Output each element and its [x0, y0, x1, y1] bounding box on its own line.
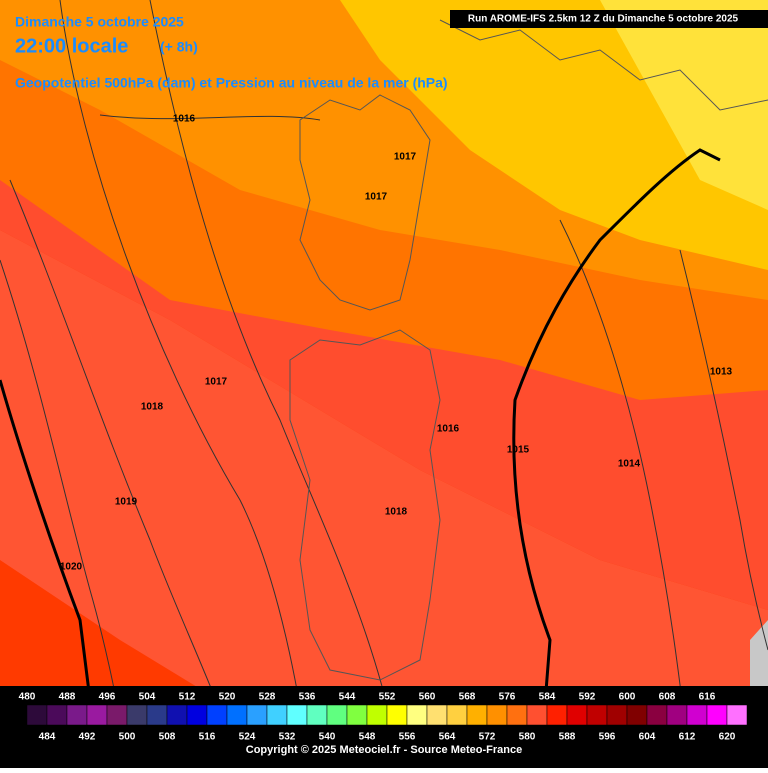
borders — [0, 148, 721, 769]
scale-label: 592 — [579, 692, 596, 703]
scale-label: 580 — [519, 732, 536, 743]
copyright: Copyright © 2025 Meteociel.fr - Source M… — [246, 744, 522, 756]
isobar-label: 1014 — [618, 459, 641, 470]
scale-swatch — [526, 704, 548, 726]
scale-swatch — [246, 704, 268, 726]
scale-label: 492 — [79, 732, 96, 743]
offset: (+ 8h) — [160, 39, 198, 55]
isobar-label: 1013 — [710, 367, 733, 378]
scale-swatch — [106, 704, 128, 726]
scale-swatch — [286, 704, 308, 726]
scale-label: 544 — [339, 692, 356, 703]
scale-swatch — [726, 704, 748, 726]
scale-label: 564 — [439, 732, 456, 743]
time: 22:00 locale — [15, 35, 128, 57]
scale-label: 620 — [719, 732, 736, 743]
scale-swatch — [466, 704, 488, 726]
isobar-label: 1020 — [60, 562, 83, 573]
scale-label: 504 — [139, 692, 156, 703]
scale-background — [0, 686, 768, 768]
scale-label: 532 — [279, 732, 296, 743]
scale-swatch — [326, 704, 348, 726]
isobar-label: 1018 — [141, 402, 164, 413]
scale-swatch — [46, 704, 68, 726]
scale-swatch — [386, 704, 408, 726]
scale-label: 512 — [179, 692, 196, 703]
scale-label: 584 — [539, 692, 556, 703]
isobar-label: 1019 — [115, 497, 138, 508]
scale-swatch — [686, 704, 708, 726]
scale-label: 588 — [559, 732, 576, 743]
scale-label: 608 — [659, 692, 676, 703]
scale-label: 604 — [639, 732, 656, 743]
scale-label: 540 — [319, 732, 336, 743]
scale-swatch — [226, 704, 248, 726]
scale-label: 572 — [479, 732, 496, 743]
scale-swatch — [626, 704, 648, 726]
scale-swatch — [86, 704, 108, 726]
isobar-label: 1016 — [173, 114, 196, 125]
run-box — [450, 10, 768, 28]
scale-label: 484 — [39, 732, 56, 743]
band-light-red — [0, 230, 768, 768]
isobar-label: 1016 — [437, 424, 460, 435]
scale-label: 536 — [299, 692, 316, 703]
isobar-label: 1017 — [394, 152, 417, 163]
scale-label: 488 — [59, 692, 76, 703]
scale-label: 560 — [419, 692, 436, 703]
scale-label: 616 — [699, 692, 716, 703]
scale-swatch — [206, 704, 228, 726]
scale-label: 508 — [159, 732, 176, 743]
scale-swatch — [266, 704, 288, 726]
scale-swatch — [446, 704, 468, 726]
run-info: Run AROME-IFS 2.5km 12 Z du Dimanche 5 o… — [468, 14, 739, 25]
isobar-label: 1021 — [3, 718, 26, 729]
scale-swatch — [606, 704, 628, 726]
scale-swatch — [366, 704, 388, 726]
scale-swatch — [546, 704, 568, 726]
scale-swatch — [146, 704, 168, 726]
scale-label: 600 — [619, 692, 636, 703]
scale-label: 520 — [219, 692, 236, 703]
scale-label: 596 — [599, 732, 616, 743]
isobar-label: 1015 — [507, 445, 530, 456]
scale-swatch — [166, 704, 188, 726]
scale-label: 548 — [359, 732, 376, 743]
scale-label: 528 — [259, 692, 276, 703]
scale-swatch — [706, 704, 728, 726]
scale-label: 612 — [679, 732, 696, 743]
coastlines — [289, 19, 768, 681]
scale-label: 556 — [399, 732, 416, 743]
scale-swatch — [666, 704, 688, 726]
parameter: Geopotentiel 500hPa (dam) et Pression au… — [15, 75, 448, 91]
scale-swatch — [426, 704, 448, 726]
scale-swatch — [486, 704, 508, 726]
scale-swatch — [126, 704, 148, 726]
isobar-label: 1017 — [205, 377, 228, 388]
scale-swatch — [346, 704, 368, 726]
scale-swatch — [306, 704, 328, 726]
scale-swatch — [566, 704, 588, 726]
scale-swatch — [26, 704, 48, 726]
scale-label: 552 — [379, 692, 396, 703]
scale-label: 568 — [459, 692, 476, 703]
scale-label: 480 — [19, 692, 36, 703]
scale-label: 500 — [119, 732, 136, 743]
scale-swatch — [506, 704, 528, 726]
scale-label: 524 — [239, 732, 256, 743]
band-light-yellow — [600, 0, 768, 210]
scale-swatch — [186, 704, 208, 726]
scale-swatch — [586, 704, 608, 726]
scale-swatch — [66, 704, 88, 726]
scale-label: 496 — [99, 692, 116, 703]
isobar-label: 1017 — [365, 192, 388, 203]
date: Dimanche 5 octobre 2025 — [15, 14, 184, 30]
scale-swatch — [406, 704, 428, 726]
scale-label: 516 — [199, 732, 216, 743]
scale-label: 576 — [499, 692, 516, 703]
isobar-label: 1018 — [385, 507, 408, 518]
scale-swatch — [646, 704, 668, 726]
